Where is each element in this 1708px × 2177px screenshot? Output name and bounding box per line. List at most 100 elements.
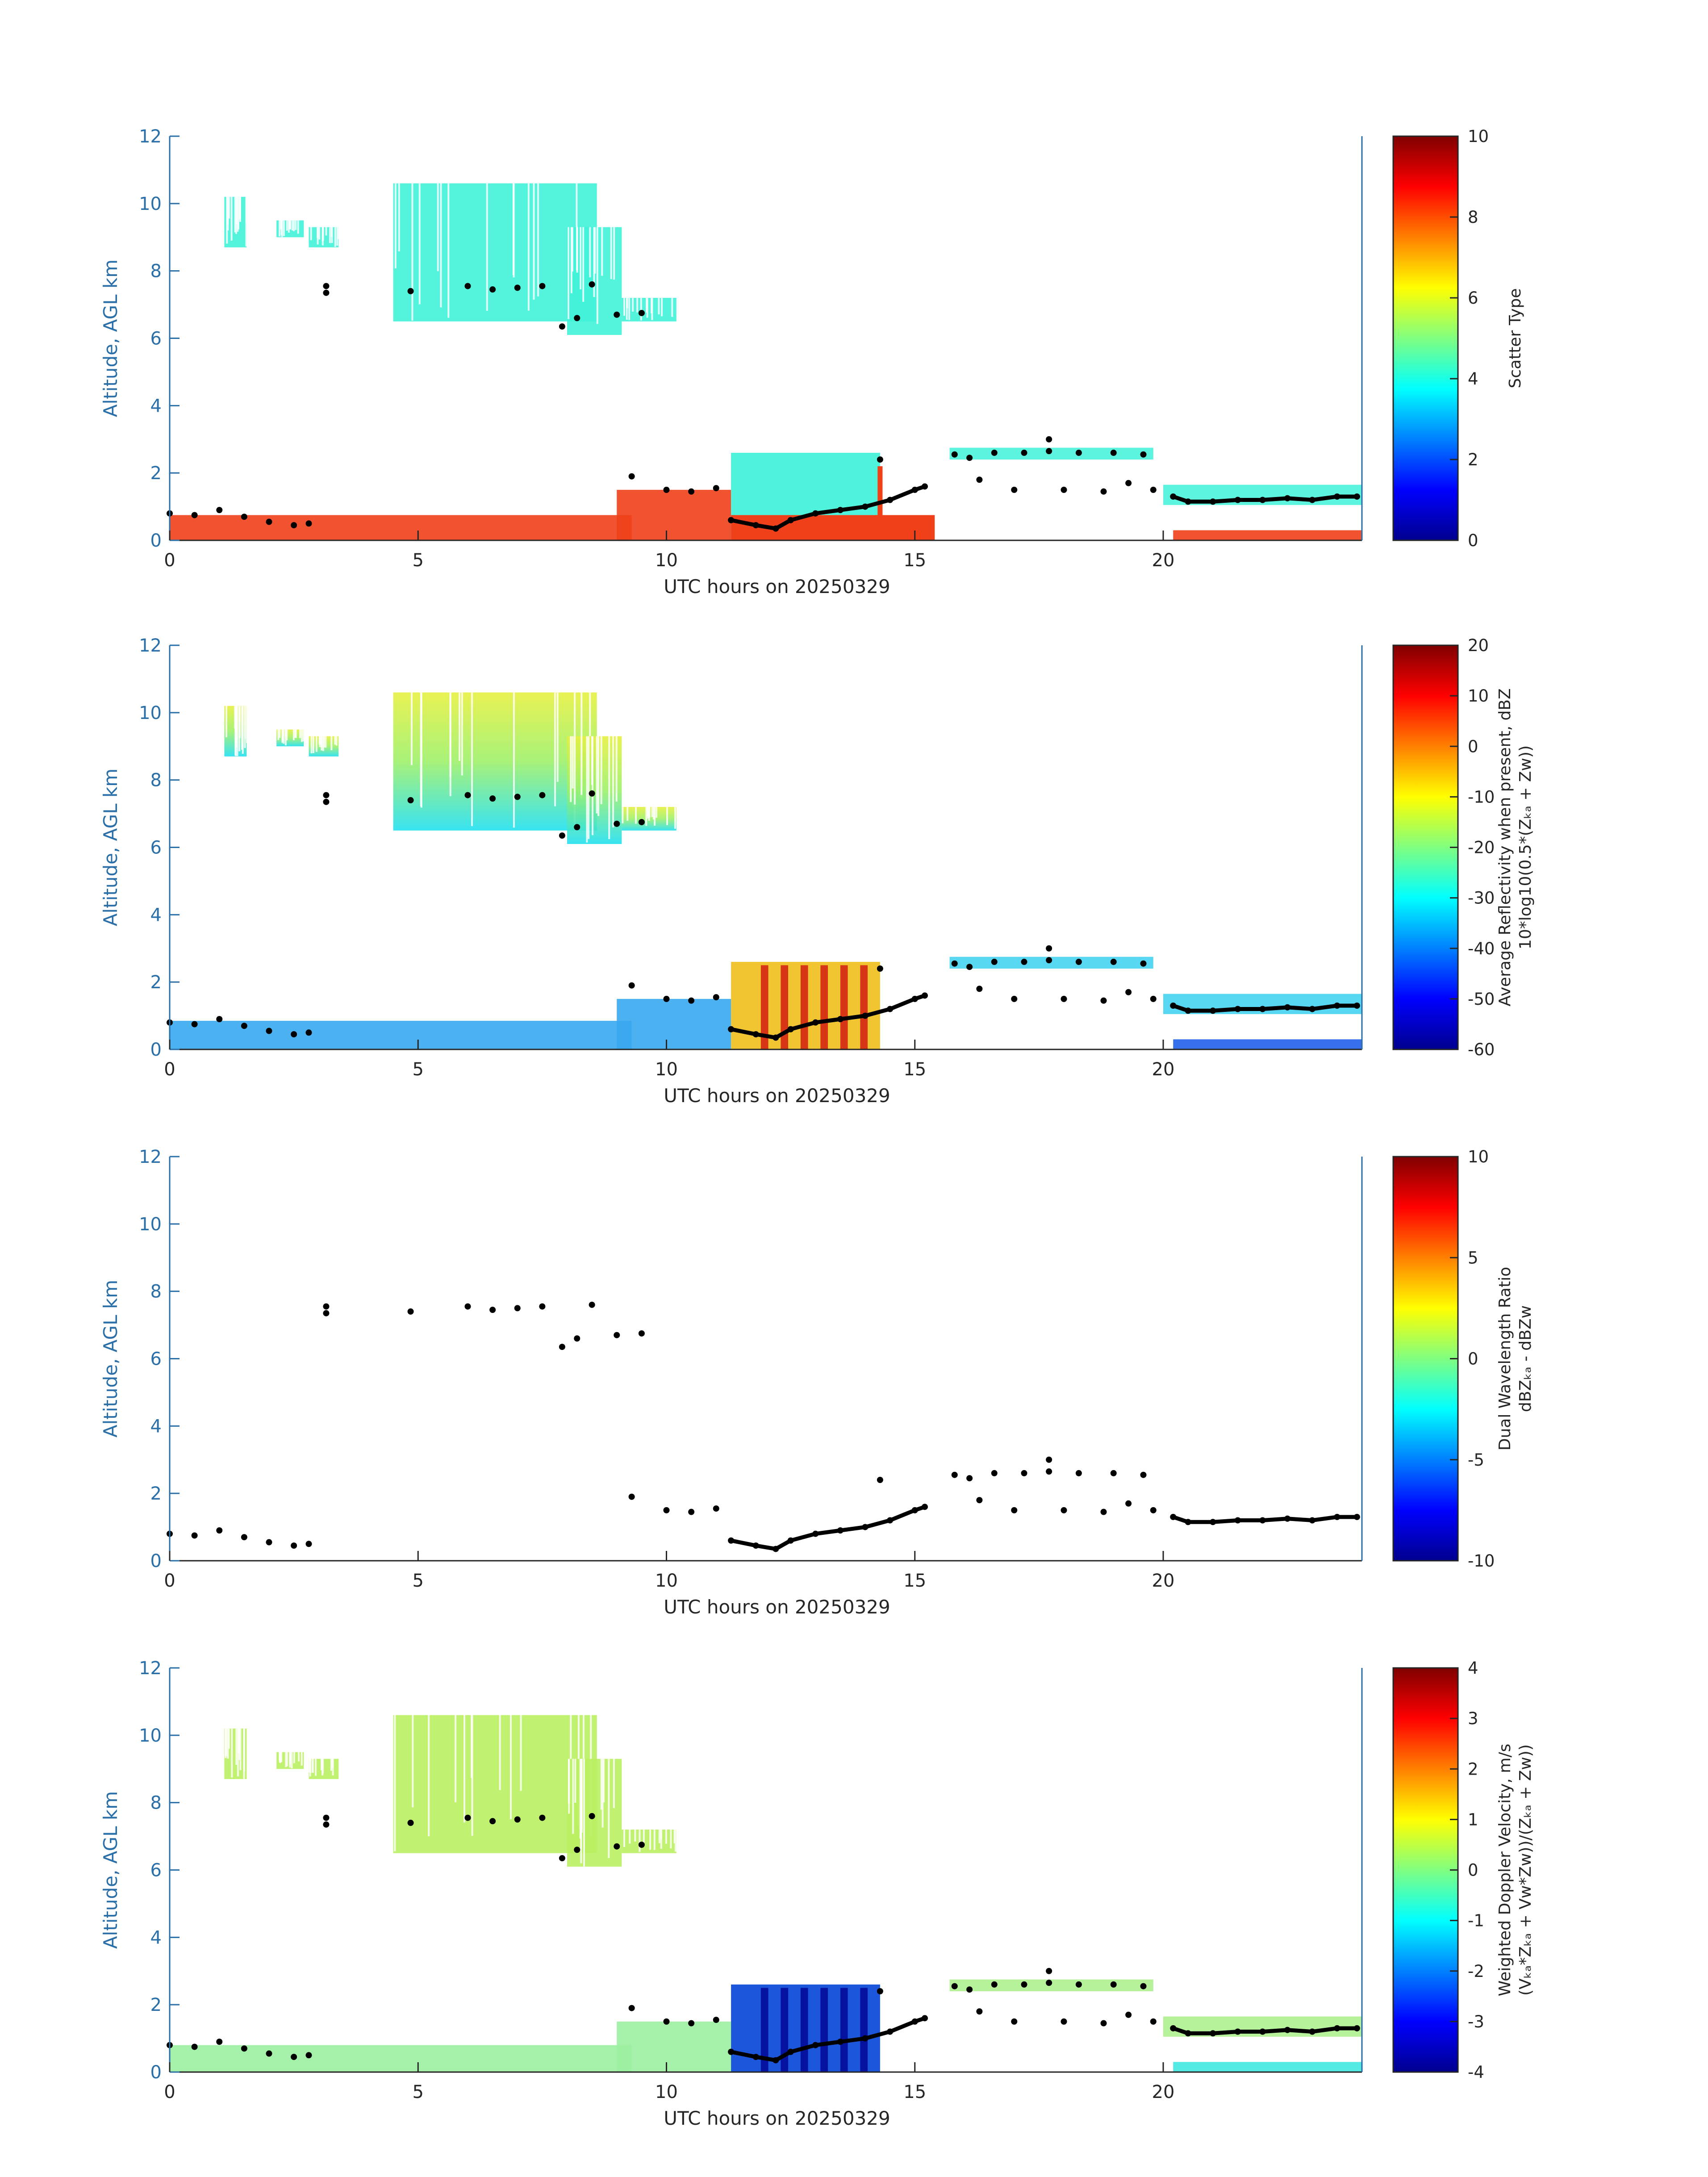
cloud-base-point <box>614 1843 620 1850</box>
surface-layer <box>1173 1039 1362 1049</box>
cloud-base-point <box>614 311 620 318</box>
cloud-base-point <box>589 790 595 797</box>
cloud-base-point <box>559 832 565 839</box>
cloud-streak <box>600 1759 602 1810</box>
cloud-base-point <box>191 1021 198 1028</box>
cloud-streak <box>583 1715 585 1789</box>
y-tick-label: 0 <box>150 531 162 551</box>
cloud-streak <box>513 183 515 278</box>
cloud-streak <box>581 1759 583 1833</box>
cloud-streak <box>244 706 246 748</box>
cloud-base-point <box>966 1986 973 1993</box>
cloud-streak <box>228 196 230 219</box>
x-tick-label: 5 <box>413 550 424 571</box>
cloud-base-point <box>559 323 565 330</box>
y-tick-label: 4 <box>150 905 162 925</box>
cloud-streak <box>601 1759 604 1828</box>
cloud-base-point <box>1110 1981 1117 1988</box>
cloud-streak <box>317 227 319 245</box>
cloud-streak <box>329 227 331 243</box>
cloud-streak <box>455 1715 457 1802</box>
cloud-base-point <box>216 1527 223 1534</box>
cloud-streak <box>671 298 673 317</box>
y-tick-label: 6 <box>150 329 162 349</box>
colorbar-tick-label: 1 <box>1468 1810 1478 1829</box>
cloud-base-markers <box>167 790 1360 1041</box>
cloud-streak <box>576 183 578 261</box>
cloud-streak <box>449 692 451 796</box>
cloud-base-point <box>216 1016 223 1023</box>
colorbar-gradient <box>1392 135 1459 541</box>
cloud-streak <box>319 736 321 748</box>
convective-core <box>820 1988 828 2072</box>
heatmap-field <box>170 1715 1362 2072</box>
cloud-streak <box>226 1728 228 1757</box>
cloud-streak <box>640 298 642 321</box>
cloud-streak <box>647 807 649 817</box>
colorbar-tick-label: 4 <box>1468 1659 1478 1678</box>
colorbar-tick-label: 0 <box>1468 1350 1478 1369</box>
cloud-streak <box>243 1728 245 1772</box>
colorbar-tick-label: 8 <box>1468 208 1478 227</box>
cloud-base-point <box>1125 2011 1132 2018</box>
cloud-streak <box>237 196 239 232</box>
cloud-streak <box>227 1728 229 1759</box>
cloud-streak <box>583 1759 585 1867</box>
convective-core <box>760 1988 768 2072</box>
cloud-base-point <box>638 819 645 825</box>
colorbar-tick-label: 10 <box>1468 127 1489 146</box>
cloud-base-point <box>1061 1507 1067 1513</box>
x-tick-label: 15 <box>903 1059 926 1080</box>
cloud-streak <box>626 298 628 320</box>
cloud-streak <box>635 807 637 824</box>
colorbar-tick-label: 10 <box>1468 686 1489 706</box>
cloud-streak <box>471 692 473 826</box>
cloud-base-point <box>266 1539 272 1546</box>
cloud-base-point <box>539 1303 546 1310</box>
cloud-base-point <box>1140 960 1147 967</box>
cloud-region <box>393 692 597 831</box>
cloud-streak <box>289 1752 291 1768</box>
cloud-base-markers <box>167 281 1360 532</box>
cloud-base-point <box>489 286 496 293</box>
cloud-streak <box>279 220 281 237</box>
cloud-streak <box>235 196 238 224</box>
cloud-base-point <box>688 488 695 495</box>
cloud-streak <box>236 706 238 756</box>
panel-2: 0 2 4 6 8 10 12 0 5 10 15 20 Altitude, AGL km UTC hou… <box>100 635 1535 1107</box>
cloud-streak <box>225 706 227 738</box>
cloud-streak <box>437 183 439 272</box>
cloud-streak <box>580 736 583 795</box>
cloud-streak <box>235 1728 238 1765</box>
cloud-streak <box>588 736 590 839</box>
colorbar-label: Average Reflectivity when present, dBZ <box>1496 688 1514 1006</box>
cloud-streak <box>576 227 578 271</box>
cloud-base-point <box>191 2043 198 2050</box>
cloud-streak <box>658 1830 660 1843</box>
cloud-base-point <box>514 284 521 291</box>
cloud-streak <box>295 220 297 230</box>
cloud-base-point <box>628 982 635 989</box>
cloud-streak <box>246 706 248 743</box>
cloud-base-point <box>1110 958 1117 965</box>
cloud-streak <box>331 227 333 243</box>
cloud-streak <box>310 736 313 753</box>
cloud-base-point <box>1046 945 1052 952</box>
cloud-base-point <box>323 1310 330 1316</box>
cloud-streak <box>608 736 610 840</box>
colorbar-label: Scatter Type <box>1506 288 1524 388</box>
colorbar-tick-label: 0 <box>1468 531 1478 550</box>
y-tick-label: 10 <box>139 1726 162 1746</box>
cloud-base-point <box>323 289 330 296</box>
cloud-streak <box>239 706 241 738</box>
y-tick-label: 12 <box>139 1658 162 1679</box>
cloud-base-point <box>663 2018 670 2025</box>
colorbar-tick-label: -5 <box>1468 1450 1484 1470</box>
cloud-base-point <box>305 1541 312 1547</box>
cloud-streak <box>612 736 614 827</box>
cloud-streak <box>322 1759 324 1776</box>
cloud-base-point <box>966 1475 973 1482</box>
cloud-base-point <box>713 2017 719 2023</box>
cloud-streak <box>615 736 618 802</box>
